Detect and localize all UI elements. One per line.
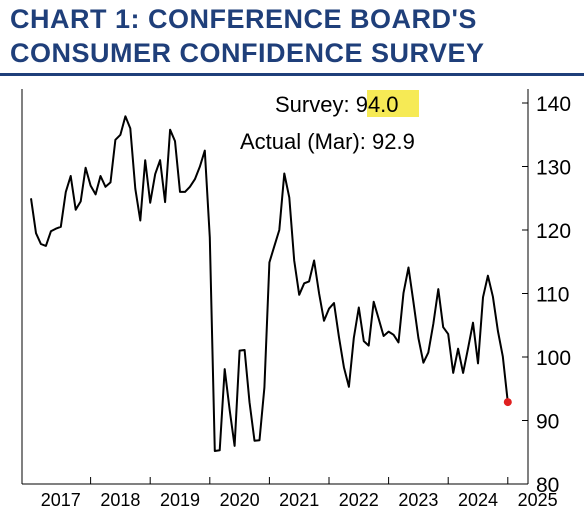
x-tick-label: 2025	[518, 490, 558, 510]
x-tick-label: 2023	[398, 490, 438, 510]
y-tick-label: 130	[536, 157, 571, 180]
x-tick-label: 2018	[100, 490, 140, 510]
x-tick-label: 2022	[339, 490, 379, 510]
x-tick-label: 2024	[458, 490, 498, 510]
survey-label: Survey:	[275, 92, 356, 117]
x-tick-label: 2017	[41, 490, 81, 510]
y-tick-label: 120	[536, 220, 571, 243]
latest-value-marker	[503, 398, 512, 407]
x-tick-label: 2019	[160, 490, 200, 510]
y-tick-label: 100	[536, 347, 571, 370]
y-tick-label: 140	[536, 93, 571, 116]
chart-title: CHART 1: CONFERENCE BOARD'S CONSUMER CON…	[10, 2, 580, 70]
title-underline	[0, 73, 584, 76]
actual-label: Actual (Mar):	[240, 129, 372, 154]
series-line	[30, 115, 509, 452]
y-tick-label: 90	[536, 411, 559, 434]
survey-value: 94.0	[356, 92, 399, 117]
chart-title-line-2: CONSUMER CONFIDENCE SURVEY	[10, 38, 485, 68]
chart-axes: 80 90 100 110 120 130 140 2017 2018 2019 2020 2021 2…	[21, 89, 571, 510]
chart-annotation: Survey: 94.0 Actual (Mar): 92.9	[240, 90, 419, 154]
actual-value: 92.9	[372, 129, 415, 154]
y-tick-label: 110	[536, 284, 569, 307]
y-tick-label: 80	[536, 474, 559, 497]
chart-plot-area	[30, 115, 512, 452]
survey-value-highlight	[367, 90, 419, 117]
x-tick-label: 2021	[279, 490, 319, 510]
chart-title-line-1: CHART 1: CONFERENCE BOARD'S	[10, 4, 477, 34]
actual-annotation: Actual (Mar): 92.9	[240, 129, 415, 154]
survey-annotation: Survey: 94.0	[275, 92, 399, 117]
x-tick-label: 2020	[220, 490, 260, 510]
